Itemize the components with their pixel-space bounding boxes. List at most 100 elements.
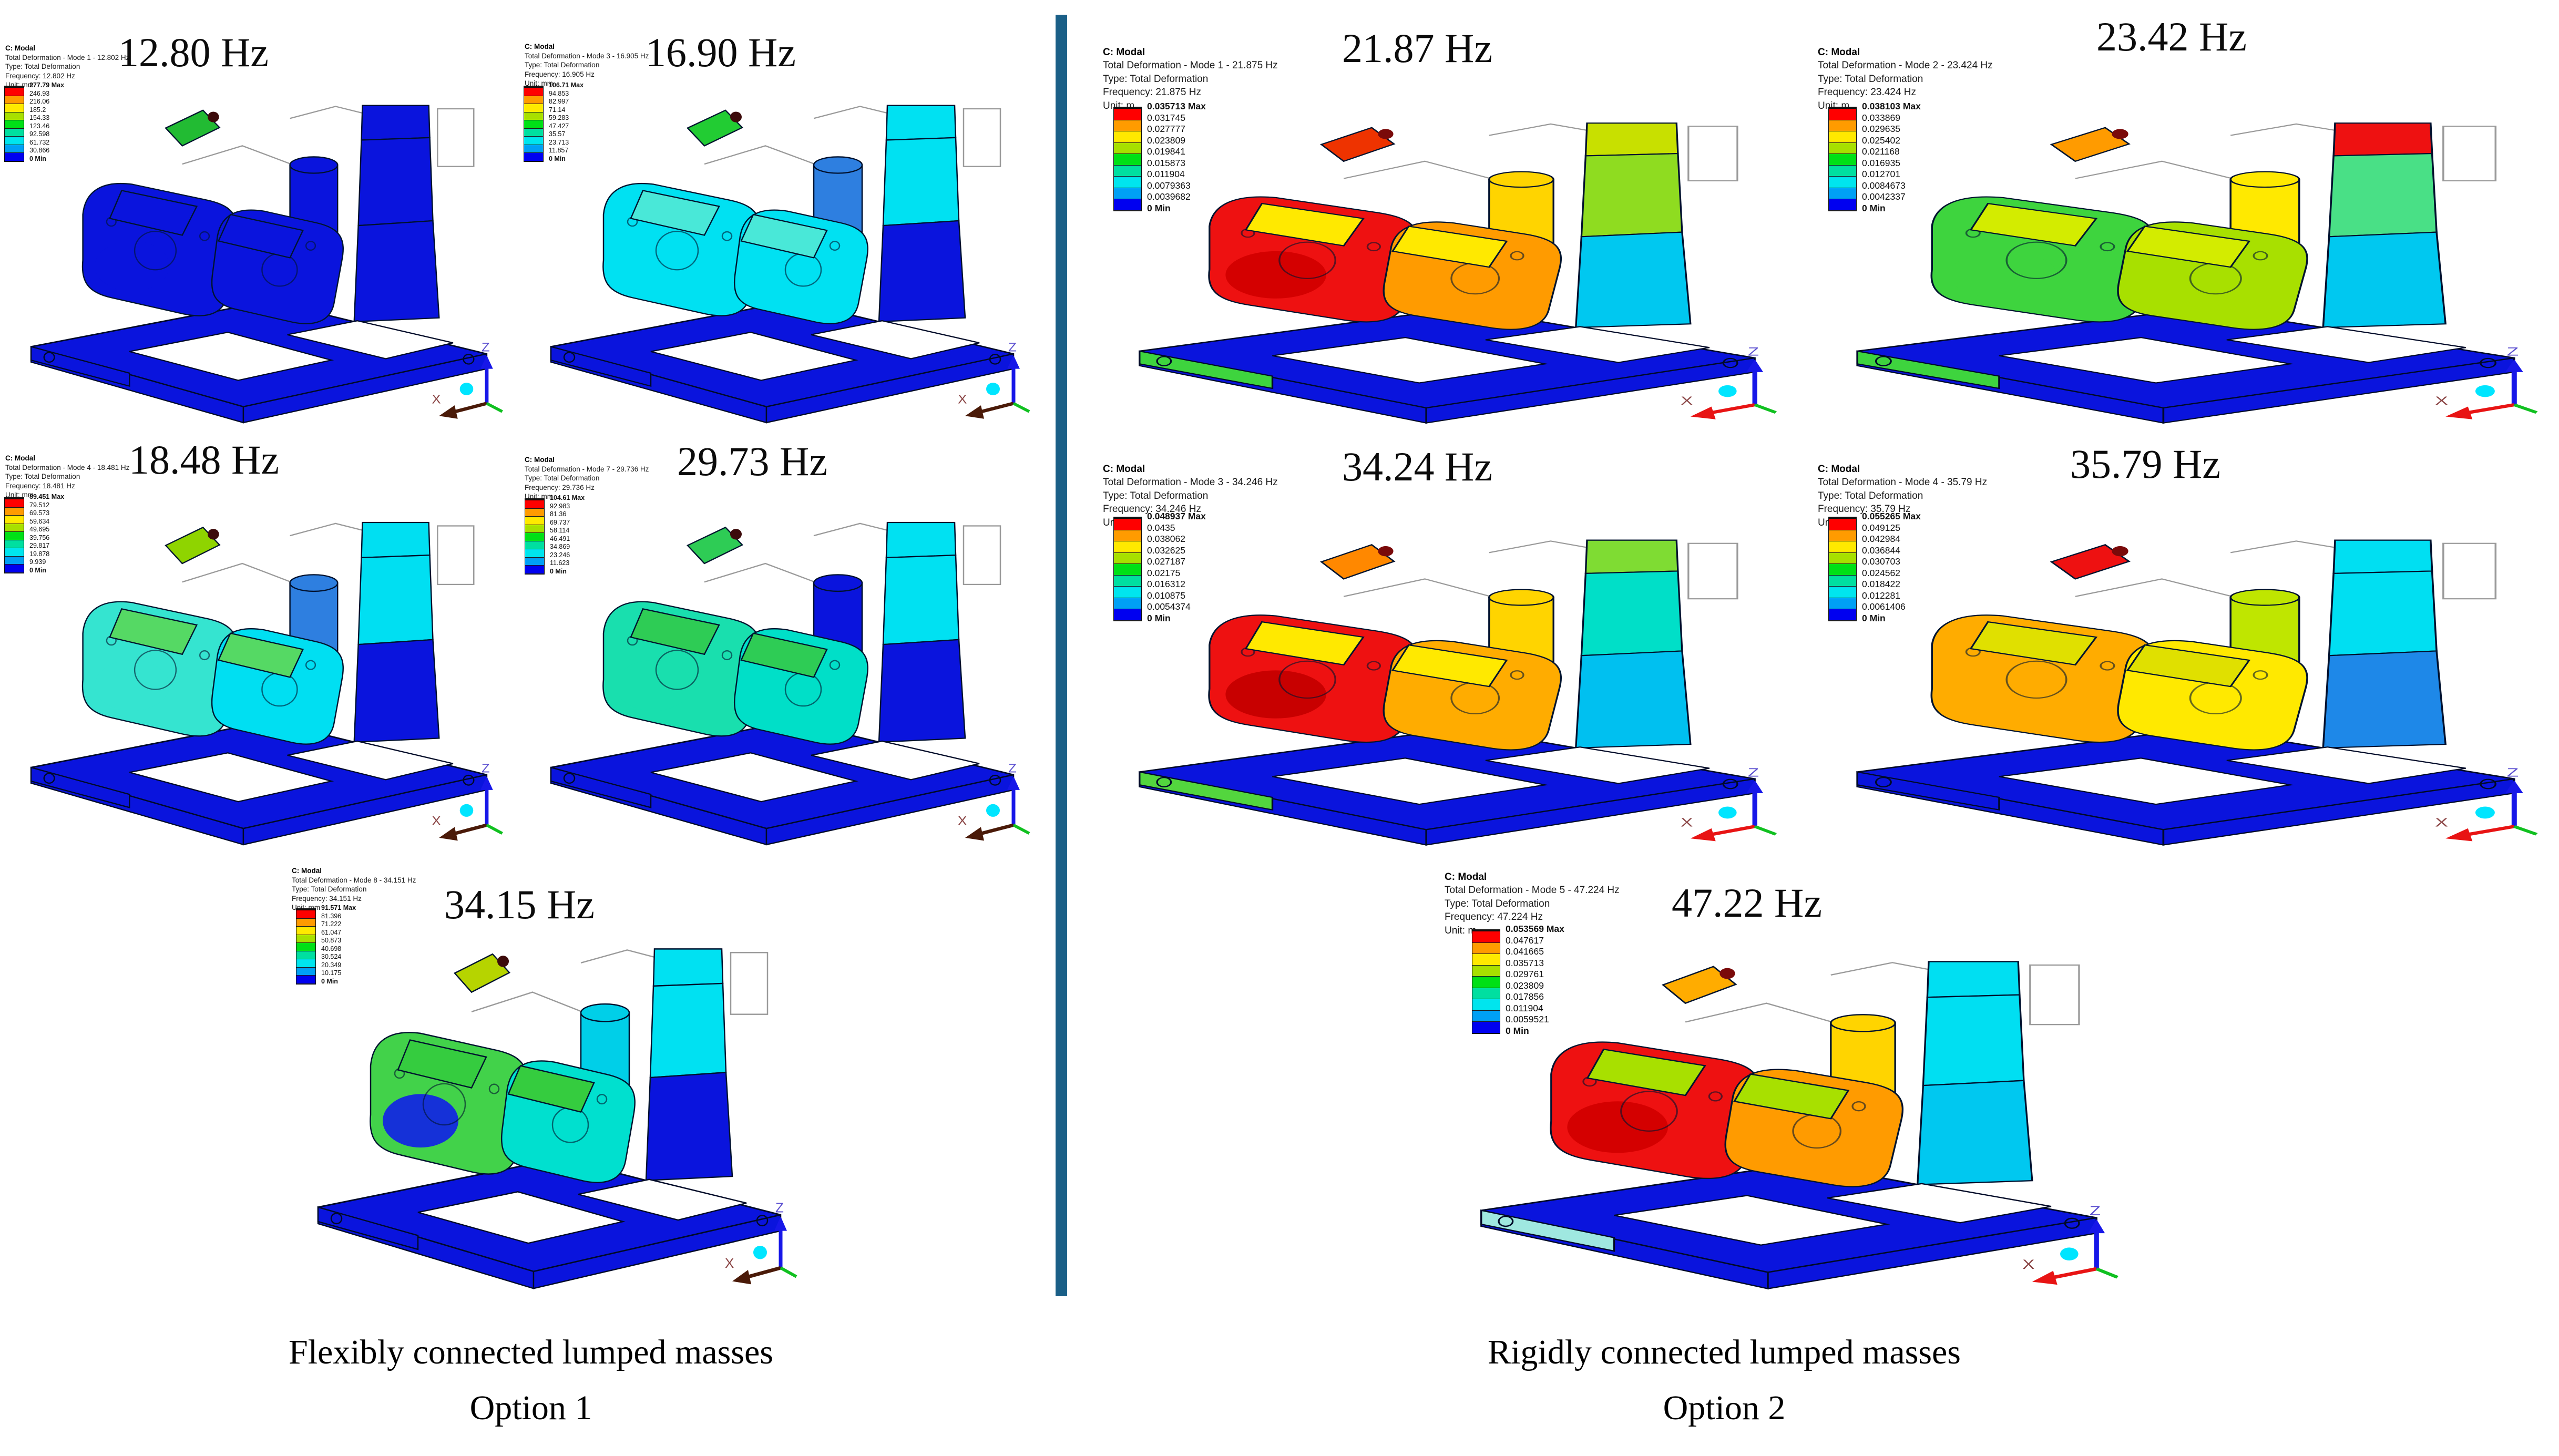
valve-covers: [109, 608, 304, 678]
triad-x-label: X: [2435, 815, 2448, 829]
legend-colorbar: [1828, 107, 1857, 211]
result-header-title: C: Modal: [1818, 47, 1860, 58]
legend-color-band: [5, 556, 24, 565]
legend-tick-label: 0.027777: [1147, 124, 1185, 135]
caption-option-1: Flexibly connected lumped masses Option …: [32, 1335, 1030, 1426]
legend-color-band: [5, 112, 24, 120]
modal-result-panel-L3: C: Modal Total Deformation - Mode 4 - 18…: [0, 430, 518, 850]
legend-tick-label: 104.61 Max: [550, 494, 585, 502]
legend-color-band: [524, 145, 543, 153]
triad-origin-dot: [2060, 1247, 2079, 1260]
legend-tick-label: 0.024562: [1862, 567, 1900, 578]
triad-z-label: Z: [2507, 766, 2519, 780]
legend-tick-label: 79.512: [29, 501, 50, 509]
contour-hot-spot: [1949, 670, 2057, 719]
result-header: C: Modal Total Deformation - Mode 2 - 23…: [1818, 46, 1993, 112]
skid-rail-accent: [550, 346, 652, 387]
result-header-frequency-line: Frequency: 35.79 Hz: [1818, 504, 1911, 515]
legend-tick-label: 0 Min: [29, 566, 46, 574]
valve-covers: [109, 190, 304, 259]
lifting-lug-arm: [165, 109, 221, 147]
legend-tick-label: 81.36: [550, 510, 567, 518]
legend-tick-label: 0 Min: [29, 155, 46, 162]
discharge-column: [878, 521, 966, 743]
legend-color-band: [1114, 154, 1141, 166]
legend-color-band: [5, 516, 24, 524]
legend-tick-label: 0.029635: [1862, 124, 1900, 135]
legend-color-band: [1114, 177, 1141, 188]
lifting-lug-arm: [687, 109, 743, 147]
legend-tick-label: 0.035713: [1506, 957, 1544, 968]
result-header-title: C: Modal: [292, 867, 322, 875]
legend-color-band: [1114, 120, 1141, 131]
pump-model-contour: ZX: [1856, 539, 2538, 846]
legend-color-band: [296, 943, 315, 951]
result-header-type-line: Type: Total Deformation: [1103, 73, 1209, 85]
triad-origin-dot: [2475, 385, 2495, 397]
legend-tick-label: 277.79 Max: [29, 81, 65, 89]
legend-color-band: [1829, 199, 1856, 211]
base-skid-frame: [550, 300, 1015, 424]
lifting-lug-arm: [165, 526, 221, 565]
legend-tick-label: 0 Min: [1506, 1025, 1529, 1036]
legend-tick-label: 29.817: [29, 542, 50, 550]
valve-covers: [1969, 202, 2251, 268]
legend-tick-label: 69.737: [550, 518, 570, 526]
legend-color-band: [525, 541, 544, 549]
contour-hot-spot: [383, 1094, 458, 1148]
triad-z-label: Z: [2507, 345, 2519, 358]
result-header-type-line: Type: Total Deformation: [525, 474, 600, 483]
legend-color-band: [1829, 564, 1856, 576]
result-header: C: Modal Total Deformation - Mode 3 - 34…: [1103, 463, 1278, 529]
legend-color-band: [524, 112, 543, 120]
triad-z-label: Z: [1008, 341, 1017, 355]
result-header: C: Modal Total Deformation - Mode 5 - 47…: [1445, 870, 1620, 937]
lifting-lug-arm: [1319, 544, 1396, 580]
triad-origin-dot: [2475, 806, 2495, 819]
legend-tick-label: 0.0084673: [1862, 180, 1906, 191]
legend-color-band: [1472, 1022, 1500, 1033]
frequency-label: 47.22 Hz: [1672, 880, 1822, 926]
legend-color-band: [1114, 552, 1141, 564]
valve-covers: [397, 1039, 595, 1113]
legend-color-band: [1829, 541, 1856, 553]
result-header-type-line: Type: Total Deformation: [1818, 490, 1923, 501]
base-skid-frame: [1139, 307, 1756, 424]
legend-color-band: [1472, 954, 1500, 966]
legend-colorbar: [4, 86, 24, 162]
legend-tick-label: 35.57: [549, 130, 566, 138]
legend-color-band: [1472, 1010, 1500, 1022]
legend-tick-label: 58.114: [550, 527, 570, 535]
legend-colorbar: [524, 86, 544, 162]
legend-color-band: [1114, 530, 1141, 541]
legend-tick-label: 59.634: [29, 517, 50, 525]
frequency-label: 18.48 Hz: [129, 437, 279, 483]
legend-tick-label: 0.033869: [1862, 112, 1900, 123]
legend-tick-label: 89.451 Max: [29, 493, 65, 501]
legend-tick-label: 0.038103 Max: [1862, 101, 1921, 112]
triad-origin-dot: [986, 804, 1000, 817]
modal-result-panel-L5: C: Modal Total Deformation - Mode 8 - 34…: [286, 856, 812, 1295]
contour-hot-spot: [616, 660, 691, 711]
legend-color-band: [525, 508, 544, 517]
legend-tick-label: 0.023809: [1147, 135, 1185, 146]
legend-tick-label: 0.053569 Max: [1506, 924, 1564, 935]
legend-color-band: [1829, 530, 1856, 541]
valve-covers: [1244, 621, 1508, 688]
coordinate-triad: ZX: [958, 341, 1030, 419]
triad-z-label: Z: [775, 1201, 784, 1216]
legend-tick-label: 23.246: [550, 551, 570, 559]
legend-colorbar: [1113, 107, 1142, 211]
modal-result-panel-R3: C: Modal Total Deformation - Mode 3 - 34…: [1098, 430, 1797, 850]
legend-tick-label: 0.0059521: [1506, 1014, 1549, 1025]
pump-model-contour: ZX: [550, 521, 1030, 846]
legend-tick-label: 61.047: [321, 928, 342, 936]
modal-result-panel-R4: C: Modal Total Deformation - Mode 4 - 35…: [1813, 430, 2559, 850]
triad-x-label: X: [1681, 816, 1693, 829]
triad-origin-dot: [459, 383, 474, 395]
skid-rail-accent: [1856, 771, 2000, 811]
result-header-type-line: Type: Total Deformation: [5, 473, 80, 481]
frequency-label: 35.79 Hz: [2070, 441, 2220, 487]
result-header-title: C: Modal: [525, 456, 555, 464]
legend-tick-label: 0.016935: [1862, 157, 1900, 168]
